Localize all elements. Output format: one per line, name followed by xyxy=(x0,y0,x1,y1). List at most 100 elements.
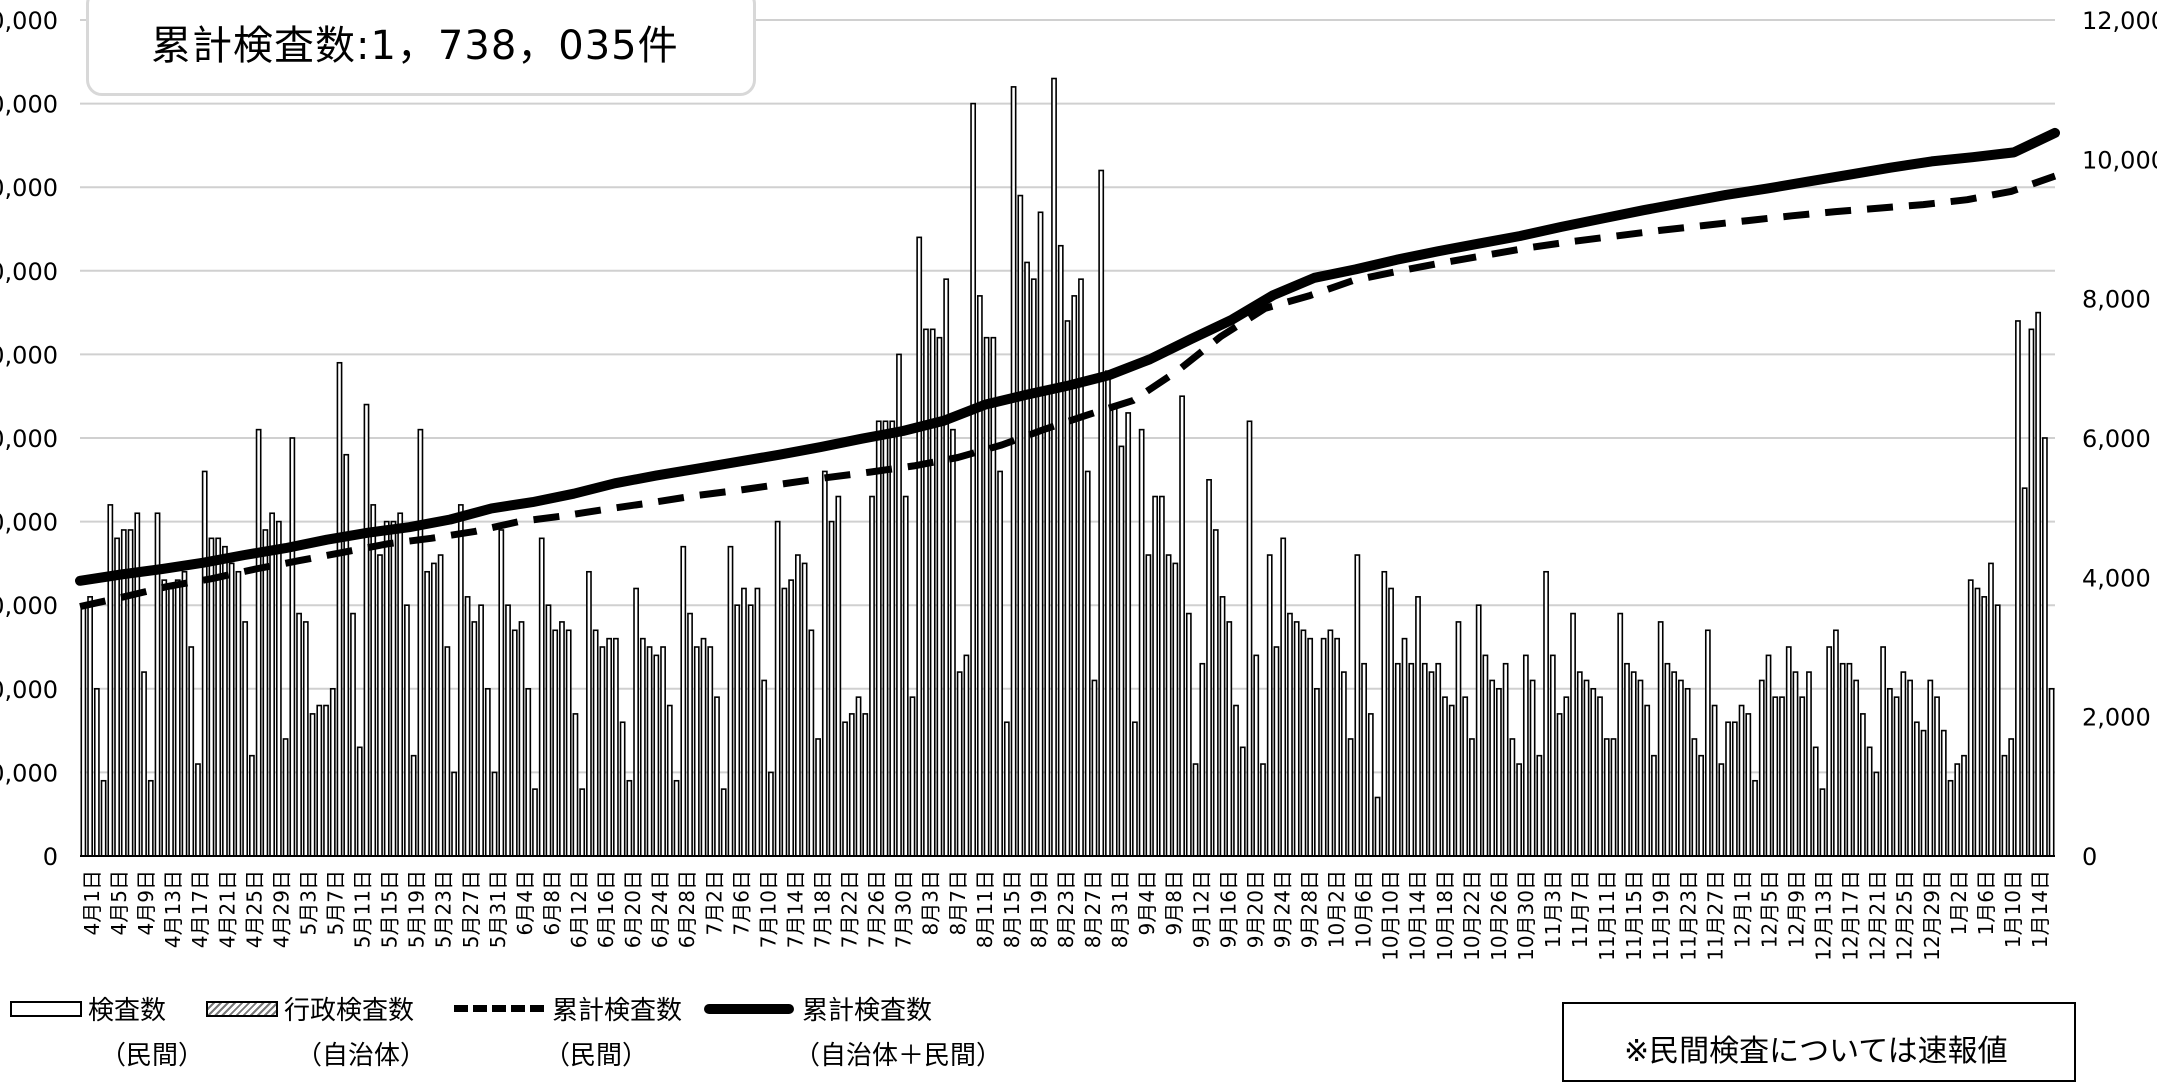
bar xyxy=(693,646,700,857)
x-tick-label: 1月6日 xyxy=(1974,870,1998,935)
legend-hatched-swatch xyxy=(206,1000,278,1017)
bar xyxy=(862,713,869,857)
bar xyxy=(1118,445,1125,857)
bar xyxy=(1347,738,1354,857)
bar xyxy=(1003,721,1010,857)
bar xyxy=(1624,662,1630,857)
bar xyxy=(754,587,761,857)
x-tick-label: 10月10日 xyxy=(1379,870,1403,961)
bar xyxy=(93,687,100,857)
legend-solid-swatch xyxy=(704,1003,794,1014)
bar xyxy=(821,470,828,857)
bar xyxy=(188,646,195,857)
x-tick-label: 5月19日 xyxy=(405,870,429,948)
bar xyxy=(1435,662,1442,857)
bar xyxy=(1179,395,1185,857)
bar xyxy=(1212,529,1219,857)
bar xyxy=(1913,721,1920,857)
bar xyxy=(2021,487,2028,857)
bar xyxy=(882,420,889,857)
bar xyxy=(1172,562,1179,857)
bar xyxy=(242,621,249,857)
bar xyxy=(909,696,916,857)
x-tick-label: 4月25日 xyxy=(242,870,266,948)
bar xyxy=(100,779,107,857)
bar xyxy=(855,696,862,857)
bar xyxy=(1644,704,1651,857)
x-tick-label: 9月24日 xyxy=(1270,870,1294,948)
x-tick-label: 4月5日 xyxy=(107,870,131,935)
bar xyxy=(309,713,316,857)
bar xyxy=(1880,646,1887,857)
bar xyxy=(559,621,565,857)
y-right-tick-label: 12,000 xyxy=(2082,7,2157,35)
x-tick-label: 6月28日 xyxy=(675,870,699,948)
x-tick-label: 9月20日 xyxy=(1243,870,1267,948)
bar xyxy=(181,570,188,857)
x-tick-label: 7月18日 xyxy=(811,870,835,948)
bar xyxy=(1098,169,1105,857)
bar xyxy=(1361,662,1367,857)
x-tick-labels: 4月1日 4月5日 4月9日 4月13日 4月17日 4月21日 4月25日 4月29日 5月3… xyxy=(80,870,2052,961)
total-count-box: 累計検査数:1，738，035件 xyxy=(86,0,756,96)
x-tick-label: 10月2日 xyxy=(1325,870,1349,948)
bar xyxy=(633,587,639,857)
legend-label: 検査数 xyxy=(88,996,167,1026)
bar xyxy=(1226,621,1233,857)
y-right-tick-label: 10,000 xyxy=(2082,146,2157,174)
bar xyxy=(1125,412,1132,857)
bar xyxy=(680,545,687,857)
bar xyxy=(1583,679,1590,857)
bar xyxy=(1725,721,1731,857)
y-left-tick-labels: 0 0,000 0,000 0,000 0,000 0,000 0,000 0,000 0,00… xyxy=(0,7,58,871)
bar xyxy=(1846,662,1853,857)
bar xyxy=(1610,738,1617,857)
bar xyxy=(1853,679,1860,857)
x-tick-label: 11月15日 xyxy=(1622,870,1646,961)
bar xyxy=(208,537,215,857)
bar xyxy=(788,579,795,857)
bar xyxy=(1502,662,1509,857)
bar xyxy=(1314,687,1320,857)
bar xyxy=(161,579,168,857)
bar xyxy=(1860,713,1866,857)
bar xyxy=(1469,738,1475,857)
bar xyxy=(478,604,484,857)
bar xyxy=(916,236,923,857)
bar xyxy=(302,621,309,857)
bar xyxy=(2028,328,2035,857)
x-tick-label: 9月12日 xyxy=(1189,870,1213,948)
bar xyxy=(363,403,370,857)
bar xyxy=(1772,696,1779,857)
bar xyxy=(1671,671,1678,857)
bar xyxy=(1839,662,1846,857)
bar xyxy=(134,512,141,857)
bar xyxy=(464,596,471,857)
bar xyxy=(383,520,390,857)
bar xyxy=(491,771,498,857)
bar xyxy=(1219,596,1226,857)
bar xyxy=(545,604,552,857)
bar xyxy=(1947,779,1954,857)
bar xyxy=(1415,596,1421,857)
bar xyxy=(1994,604,2001,857)
bar xyxy=(1300,629,1307,857)
bar xyxy=(1590,687,1597,857)
bar xyxy=(2048,687,2055,857)
bar xyxy=(801,562,808,857)
x-tick-label: 6月20日 xyxy=(621,870,645,948)
bar xyxy=(1516,763,1523,857)
bar xyxy=(397,512,404,857)
bar xyxy=(1421,662,1428,857)
bar xyxy=(936,336,943,857)
bar xyxy=(1509,738,1516,857)
bar xyxy=(1111,403,1118,857)
bar xyxy=(619,721,626,857)
bar xyxy=(1974,587,1981,857)
bar xyxy=(1718,763,1725,857)
x-tick-label: 11月19日 xyxy=(1649,870,1673,961)
bar xyxy=(943,278,950,857)
bar xyxy=(1273,646,1280,857)
bar xyxy=(761,679,768,857)
bar xyxy=(424,570,431,857)
